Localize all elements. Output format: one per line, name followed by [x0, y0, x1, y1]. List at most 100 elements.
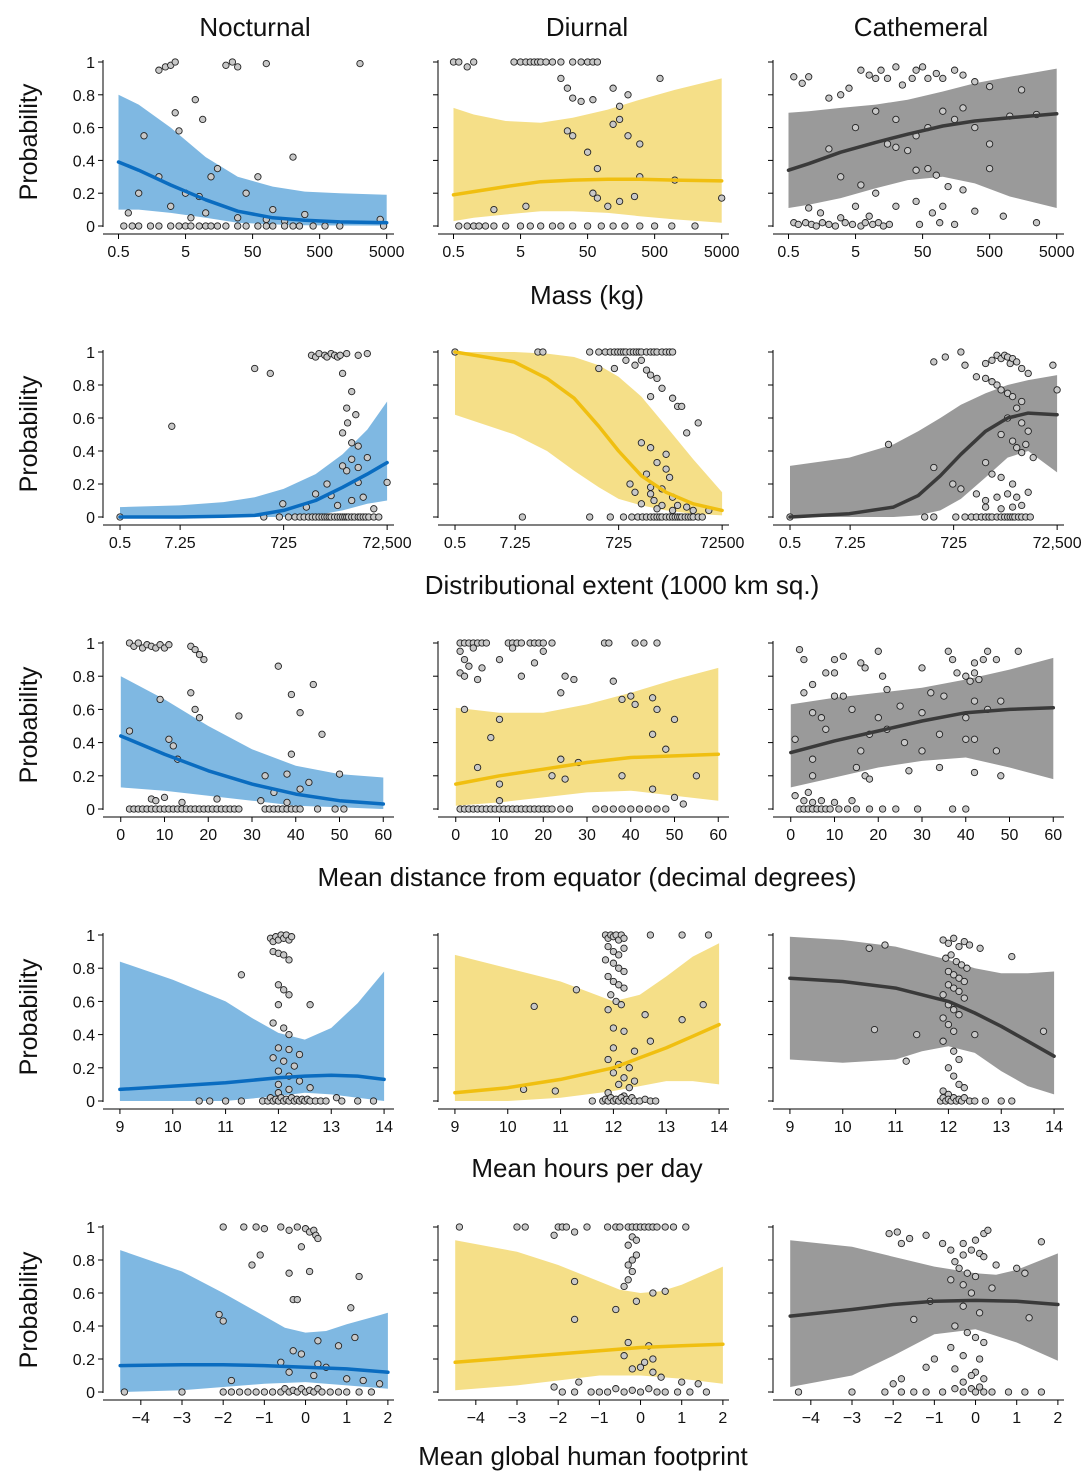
row-2-nocturnal-data-point-31 [383, 478, 391, 487]
row-5-nocturnal-data-point-25 [351, 1333, 359, 1342]
row-4-diurnal-x-tick-label-2: 11 [552, 1119, 569, 1136]
row-1-cathemeral-data-point-45 [932, 171, 940, 179]
row-4-nocturnal-data-point-20 [280, 1024, 288, 1032]
row-1-nocturnal-x-tick-label-1: 5 [181, 244, 190, 261]
row-4-diurnal-data-point-39 [625, 1064, 633, 1072]
row-3-diurnal-data-point-86 [600, 805, 609, 813]
row-3-diurnal-data-point-90 [635, 805, 644, 813]
row-3-cathemeral-data-point-10 [983, 647, 992, 655]
row-3-diurnal-data-point-42 [495, 715, 504, 724]
row-4-nocturnal-data-point-33 [332, 1094, 341, 1102]
row-1-diurnal-data-point-26 [624, 91, 632, 99]
row-5-diurnal-data-point-19 [669, 1223, 678, 1231]
row-2-cathemeral-data-point-35 [1029, 453, 1037, 462]
row-2-diurnal-data-point-58 [653, 505, 661, 513]
row-3-diurnal-data-point-32 [473, 675, 482, 684]
row-3-cathemeral-data-point-9 [979, 655, 987, 664]
row-1-cathemeral-fitted-line [786, 111, 1059, 172]
row-1-diurnal-data-point-65 [668, 222, 676, 230]
row-4-nocturnal-data-point-63 [369, 1097, 378, 1105]
row-3-cathemeral-data-point-24 [808, 680, 817, 689]
row-3-cathemeral-data-point-83 [962, 805, 970, 813]
row-3-diurnal-x-tick-label-0: 0 [451, 827, 460, 844]
row-1-nocturnal-panel: 0 0.2 0.4 0.6 0.8 1 0.5 5 50 500 5000 [73, 55, 405, 261]
row-2-x-axis-label: Distributional extent (1000 km sq.) [425, 570, 820, 600]
row-5-cathemeral-data-point-23 [947, 1276, 955, 1284]
row-3-cathemeral-data-point-62 [800, 797, 808, 805]
row-1-nocturnal-data-point-3 [171, 58, 179, 66]
row-3-nocturnal-y-tick-label-2: 0.4 [73, 736, 95, 753]
row-3-cathemeral-x-tick-label-5: 50 [1001, 827, 1019, 844]
row-2-diurnal-data-point-27 [622, 356, 630, 364]
row-5-y-axis-label: Probability [15, 1251, 43, 1368]
row-3-nocturnal-data-point-36 [152, 797, 160, 805]
row-3-nocturnal-data-point-77 [313, 805, 322, 813]
row-3-cathemeral-data-point-52 [935, 763, 944, 772]
row-2-nocturnal-data-point-3 [266, 369, 274, 378]
row-4-nocturnal-y-tick-label-2: 0.4 [73, 1028, 95, 1045]
row-4-cathemeral-data-point-6 [960, 937, 968, 946]
row-3-cathemeral-data-point-39 [962, 714, 970, 722]
row-1-cathemeral-data-point-23 [1017, 86, 1026, 94]
row-4-cathemeral-data-point-29 [950, 1027, 958, 1035]
row-1-nocturnal-y-tick-label-3: 0.6 [73, 121, 95, 138]
row-2-diurnal-data-point-28 [631, 361, 639, 369]
row-1-cathemeral-data-point-49 [805, 204, 813, 212]
row-2-diurnal-data-point-24 [668, 348, 677, 356]
row-3-diurnal-data-point-56 [618, 772, 626, 780]
row-2-diurnal-data-point-34 [646, 392, 655, 401]
row-1-cathemeral-data-point-53 [865, 212, 873, 220]
row-3-diurnal-data-point-22 [460, 655, 469, 664]
row-2-nocturnal-data-point-1 [168, 422, 176, 430]
row-4-diurnal-data-point-49 [588, 1097, 596, 1105]
row-2-nocturnal-data-point-14 [354, 351, 362, 359]
row-1-nocturnal-data-point-27 [202, 209, 210, 217]
row-3-diurnal-data-point-15 [548, 639, 556, 647]
row-4-nocturnal-x-tick-label-5: 14 [375, 1119, 393, 1136]
row-1-nocturnal-data-point-47 [234, 222, 242, 230]
row-3-diurnal-data-point-89 [627, 805, 635, 813]
row-2-diurnal-data-point-57 [683, 503, 691, 511]
row-4-nocturnal-data-point-26 [280, 1057, 288, 1065]
row-2-diurnal-data-point-64 [606, 513, 614, 521]
row-5-cathemeral-data-point-18 [1021, 1269, 1029, 1277]
row-1-diurnal-data-point-13 [557, 58, 565, 66]
row-4-diurnal-x-tick-label-3: 12 [605, 1119, 623, 1136]
row-2-diurnal-data-point-51 [646, 490, 655, 498]
row-1-diurnal-data-point-60 [597, 222, 605, 230]
row-3-diurnal-data-point-53 [473, 763, 482, 772]
row-4-diurnal-data-point-37 [604, 1055, 612, 1064]
row-2-diurnal-data-point-55 [658, 501, 666, 510]
row-2-cathemeral-data-point-2 [930, 358, 938, 366]
row-4-nocturnal-data-point-21 [285, 1030, 293, 1039]
row-2-diurnal-data-point-2 [539, 348, 547, 356]
row-2-nocturnal-data-point-22 [348, 439, 356, 447]
row-2-nocturnal-y-tick-label-2: 0.4 [73, 444, 95, 461]
row-1-nocturnal-data-point-53 [289, 222, 297, 230]
row-3-diurnal-x-tick-label-1: 10 [491, 827, 509, 844]
row-5-diurnal-data-point-44 [628, 1365, 636, 1373]
row-1-nocturnal-data-point-28 [234, 214, 242, 222]
row-1-cathemeral-data-point-20 [959, 71, 967, 79]
row-1-cathemeral-data-point-62 [794, 220, 802, 229]
row-1-nocturnal-data-point-11 [234, 63, 242, 71]
row-5-cathemeral-confidence-band [790, 1240, 1058, 1387]
row-4-cathemeral-x-tick-label-5: 14 [1045, 1119, 1063, 1136]
row-1-diurnal-data-point-39 [615, 197, 624, 206]
row-3-cathemeral-data-point-20 [966, 677, 974, 685]
row-2-diurnal-panel: 0.5 7.25 725 72500 [433, 348, 744, 552]
row-4-cathemeral-panel: 9 10 11 12 13 14 [768, 933, 1064, 1136]
row-5-diurnal-data-point-42 [640, 1358, 649, 1366]
row-2-diurnal-data-point-62 [518, 513, 527, 521]
row-4-nocturnal-confidence-band [119, 961, 385, 1101]
row-5-cathemeral-x-tick-label-1: −3 [843, 1410, 861, 1427]
row-4-nocturnal-x-tick-label-3: 12 [270, 1119, 288, 1136]
row-1-diurnal-data-point-22 [577, 97, 585, 106]
row-5-nocturnal-data-point-2 [252, 1223, 260, 1231]
row-1-diurnal-data-point-27 [656, 74, 664, 83]
row-3-diurnal-data-point-47 [648, 730, 657, 738]
row-1-diurnal-data-point-61 [609, 222, 617, 230]
row-4-nocturnal-data-point-62 [354, 1097, 362, 1105]
row-4-diurnal-data-point-27 [530, 1002, 538, 1011]
row-3-diurnal-data-point-85 [592, 805, 600, 813]
